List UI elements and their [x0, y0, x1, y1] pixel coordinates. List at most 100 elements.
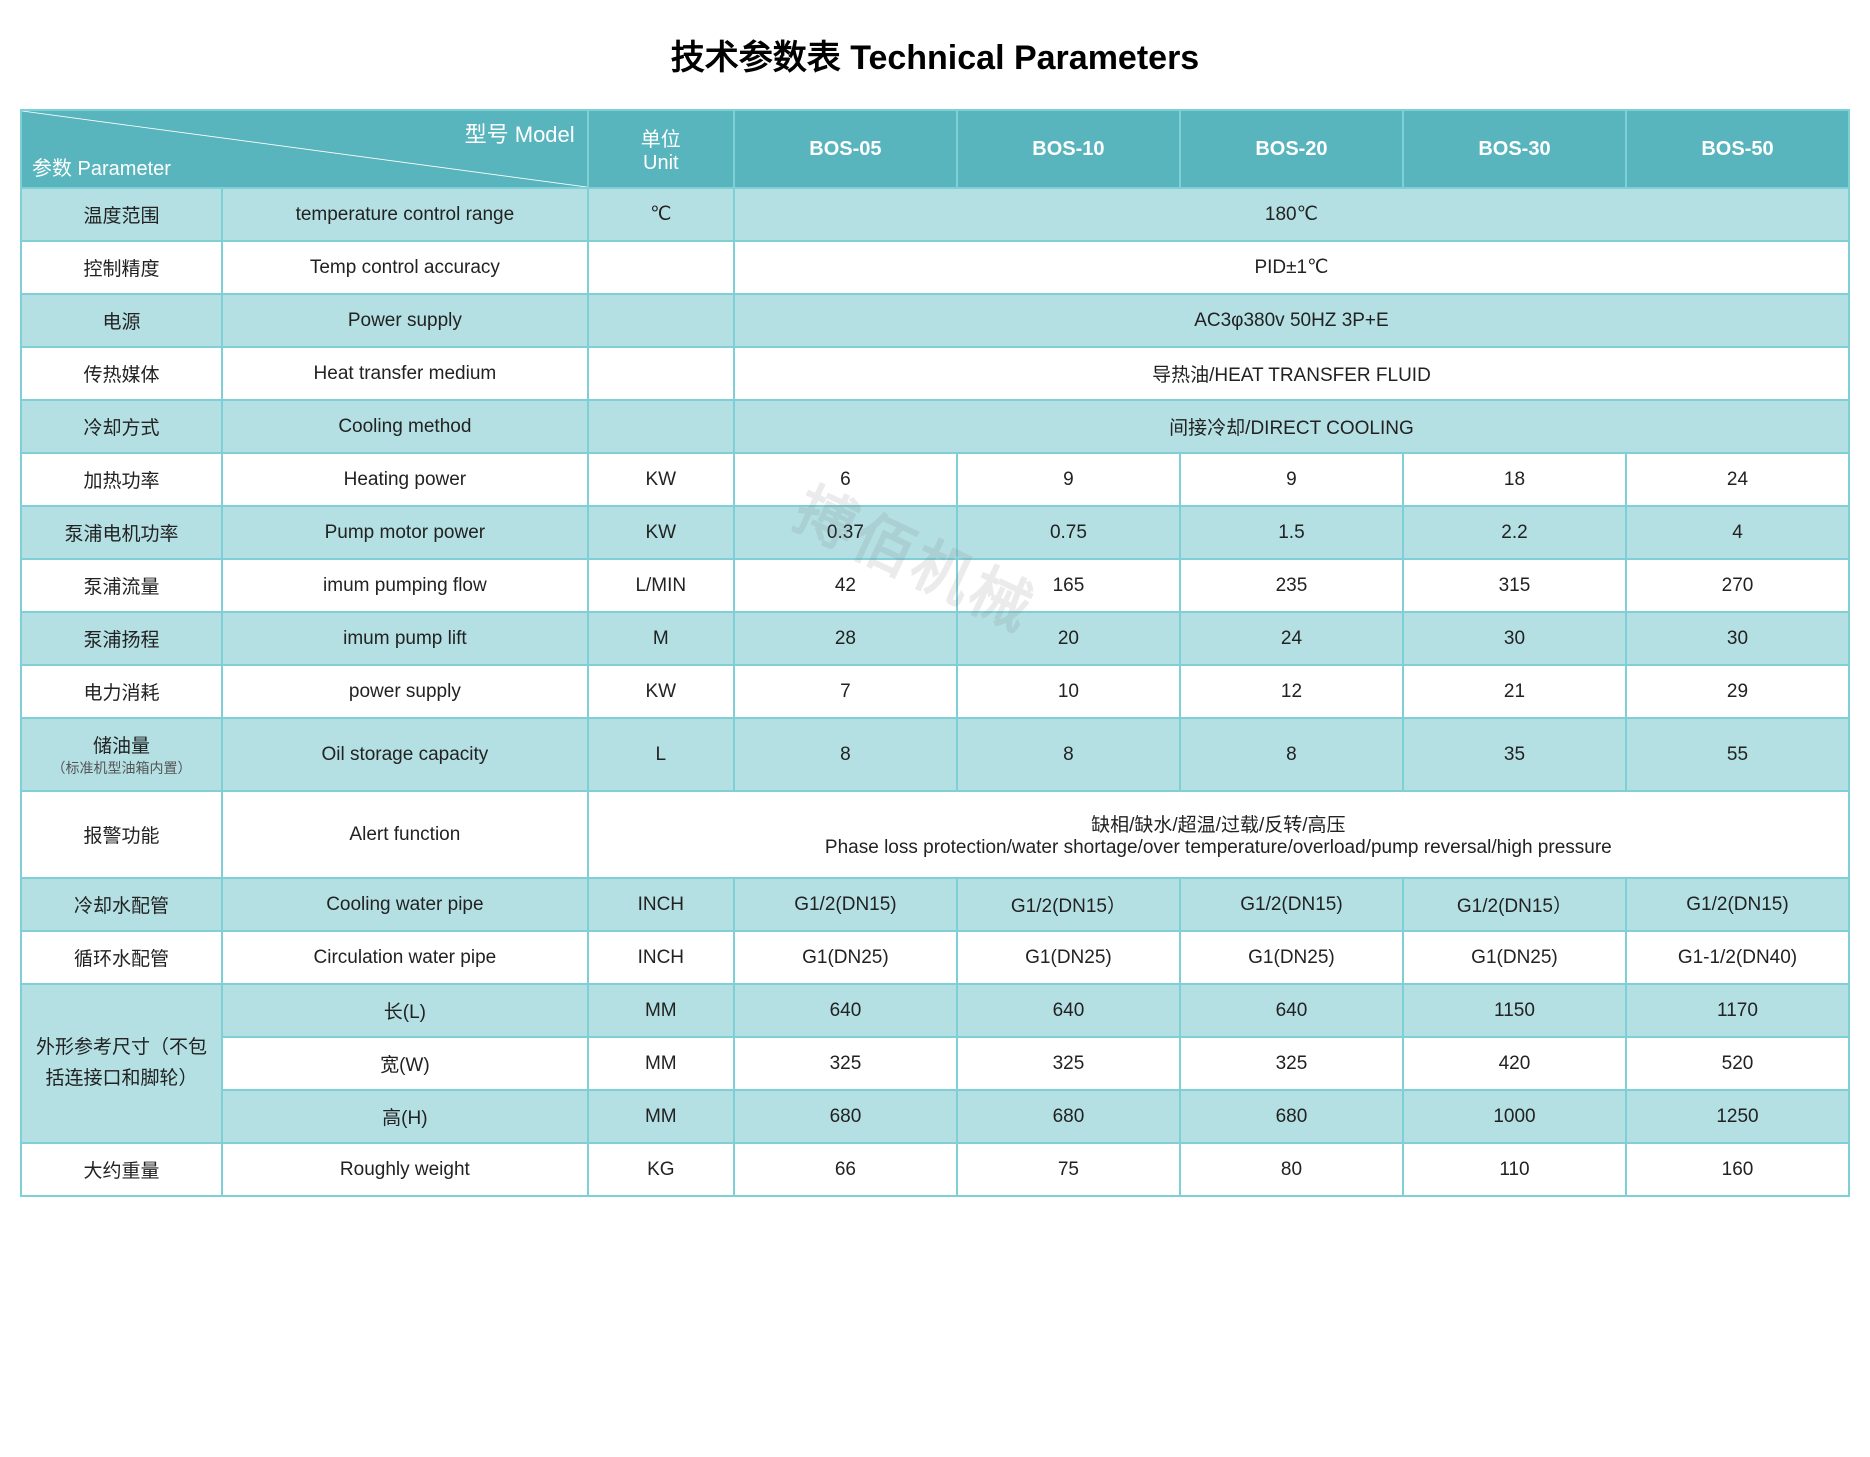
param-en-7: imum pumping flow	[222, 559, 588, 612]
param-unit-5: KW	[588, 453, 734, 506]
param-val-12-4: G1/2(DN15)	[1626, 878, 1849, 931]
param-cn-5: 加热功率	[21, 453, 222, 506]
param-unit-4	[588, 400, 734, 453]
param-en-12: Cooling water pipe	[222, 878, 588, 931]
dim-val-2-3: 1000	[1403, 1090, 1626, 1143]
param-en-2: Power supply	[222, 294, 588, 347]
param-val-7-4: 270	[1626, 559, 1849, 612]
dim-val-1-4: 520	[1626, 1037, 1849, 1090]
param-unit-0: ℃	[588, 188, 734, 241]
dim-unit-1: MM	[588, 1037, 734, 1090]
param-cn-0: 温度范围	[21, 188, 222, 241]
param-unit-12: INCH	[588, 878, 734, 931]
dim-val-2-0: 680	[734, 1090, 957, 1143]
param-en-11: Alert function	[222, 791, 588, 878]
param-val-12-1: G1/2(DN15）	[957, 878, 1180, 931]
param-unit-9: KW	[588, 665, 734, 718]
dim-val-0-4: 1170	[1626, 984, 1849, 1037]
param-val-10-2: 8	[1180, 718, 1403, 791]
param-unit-6: KW	[588, 506, 734, 559]
dim-val-2-2: 680	[1180, 1090, 1403, 1143]
dim-unit-0: MM	[588, 984, 734, 1037]
dim-val-1-3: 420	[1403, 1037, 1626, 1090]
param-span-4: 间接冷却/DIRECT COOLING	[734, 400, 1849, 453]
param-val-13-0: G1(DN25)	[734, 931, 957, 984]
param-val-12-2: G1/2(DN15)	[1180, 878, 1403, 931]
param-unit-2	[588, 294, 734, 347]
param-en-8: imum pump lift	[222, 612, 588, 665]
weight-val-0: 66	[734, 1143, 957, 1196]
dim-val-1-1: 325	[957, 1037, 1180, 1090]
param-cn-2: 电源	[21, 294, 222, 347]
param-val-7-0: 42	[734, 559, 957, 612]
dim-group-label: 外形参考尺寸（不包括连接口和脚轮）	[21, 984, 222, 1143]
param-val-8-3: 30	[1403, 612, 1626, 665]
param-val-10-1: 8	[957, 718, 1180, 791]
param-cn-10: 储油量（标准机型油箱内置）	[21, 718, 222, 791]
param-val-12-0: G1/2(DN15)	[734, 878, 957, 931]
param-cn-13: 循环水配管	[21, 931, 222, 984]
param-val-6-2: 1.5	[1180, 506, 1403, 559]
param-unit-10: L	[588, 718, 734, 791]
param-en-5: Heating power	[222, 453, 588, 506]
parameters-table: 型号 Model参数 Parameter单位UnitBOS-05BOS-10BO…	[20, 109, 1850, 1197]
header-model-4: BOS-50	[1626, 110, 1849, 188]
param-cn-1: 控制精度	[21, 241, 222, 294]
param-val-6-0: 0.37	[734, 506, 957, 559]
param-val-9-3: 21	[1403, 665, 1626, 718]
param-val-5-3: 18	[1403, 453, 1626, 506]
param-en-9: power supply	[222, 665, 588, 718]
dim-val-0-2: 640	[1180, 984, 1403, 1037]
param-val-5-4: 24	[1626, 453, 1849, 506]
dim-en-1: 宽(W)	[222, 1037, 588, 1090]
param-val-5-2: 9	[1180, 453, 1403, 506]
dim-val-0-0: 640	[734, 984, 957, 1037]
param-val-13-3: G1(DN25)	[1403, 931, 1626, 984]
weight-val-1: 75	[957, 1143, 1180, 1196]
param-val-10-4: 55	[1626, 718, 1849, 791]
dim-val-0-3: 1150	[1403, 984, 1626, 1037]
param-span-11: 缺相/缺水/超温/过载/反转/高压Phase loss protection/w…	[588, 791, 1849, 878]
param-cn-12: 冷却水配管	[21, 878, 222, 931]
header-parameter-label: 参数 Parameter	[32, 152, 171, 181]
param-cn-6: 泵浦电机功率	[21, 506, 222, 559]
param-val-9-4: 29	[1626, 665, 1849, 718]
dim-val-1-0: 325	[734, 1037, 957, 1090]
page-title: 技术参数表 Technical Parameters	[20, 30, 1850, 79]
dim-val-2-1: 680	[957, 1090, 1180, 1143]
param-val-8-0: 28	[734, 612, 957, 665]
param-unit-3	[588, 347, 734, 400]
param-cn-9: 电力消耗	[21, 665, 222, 718]
param-cn-4: 冷却方式	[21, 400, 222, 453]
param-val-13-2: G1(DN25)	[1180, 931, 1403, 984]
param-en-1: Temp control accuracy	[222, 241, 588, 294]
param-en-4: Cooling method	[222, 400, 588, 453]
param-en-10: Oil storage capacity	[222, 718, 588, 791]
param-span-1: PID±1℃	[734, 241, 1849, 294]
weight-val-2: 80	[1180, 1143, 1403, 1196]
param-unit-1	[588, 241, 734, 294]
header-unit: 单位Unit	[588, 110, 734, 188]
weight-unit: KG	[588, 1143, 734, 1196]
weight-cn: 大约重量	[21, 1143, 222, 1196]
param-val-7-3: 315	[1403, 559, 1626, 612]
dim-en-2: 高(H)	[222, 1090, 588, 1143]
header-model-parameter: 型号 Model参数 Parameter	[21, 110, 588, 188]
param-en-13: Circulation water pipe	[222, 931, 588, 984]
param-val-12-3: G1/2(DN15）	[1403, 878, 1626, 931]
param-val-5-1: 9	[957, 453, 1180, 506]
dim-unit-2: MM	[588, 1090, 734, 1143]
param-unit-8: M	[588, 612, 734, 665]
param-en-0: temperature control range	[222, 188, 588, 241]
param-val-9-2: 12	[1180, 665, 1403, 718]
param-cn-8: 泵浦扬程	[21, 612, 222, 665]
weight-val-4: 160	[1626, 1143, 1849, 1196]
param-val-8-2: 24	[1180, 612, 1403, 665]
param-unit-13: INCH	[588, 931, 734, 984]
param-cn-7: 泵浦流量	[21, 559, 222, 612]
param-cn-11: 报警功能	[21, 791, 222, 878]
dim-val-1-2: 325	[1180, 1037, 1403, 1090]
param-val-7-1: 165	[957, 559, 1180, 612]
param-val-7-2: 235	[1180, 559, 1403, 612]
param-val-9-0: 7	[734, 665, 957, 718]
